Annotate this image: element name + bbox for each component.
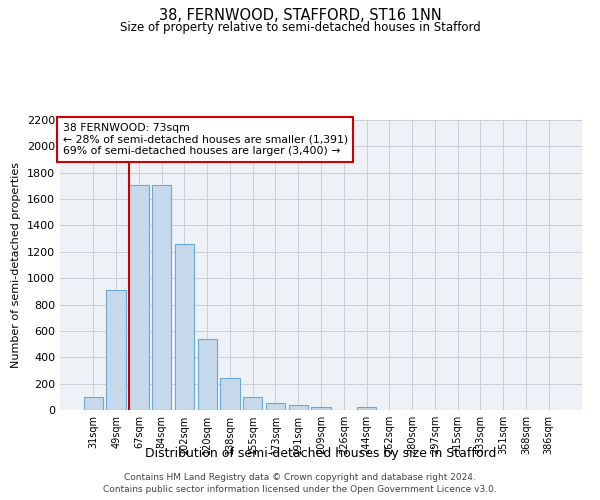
Bar [106,290,126,410]
Bar [175,244,194,410]
Bar [197,339,217,410]
Bar [243,397,262,410]
Bar [266,404,285,410]
Text: Contains public sector information licensed under the Open Government Licence v3: Contains public sector information licen… [103,485,497,494]
Text: 38 FERNWOOD: 73sqm
← 28% of semi-detached houses are smaller (1,391)
69% of semi: 38 FERNWOOD: 73sqm ← 28% of semi-detache… [62,123,348,156]
Bar [84,398,103,410]
Bar [311,406,331,410]
Text: 38, FERNWOOD, STAFFORD, ST16 1NN: 38, FERNWOOD, STAFFORD, ST16 1NN [158,8,442,22]
Bar [152,184,172,410]
Bar [289,406,308,410]
Bar [129,184,149,410]
Text: Distribution of semi-detached houses by size in Stafford: Distribution of semi-detached houses by … [145,448,497,460]
Bar [357,408,376,410]
Y-axis label: Number of semi-detached properties: Number of semi-detached properties [11,162,22,368]
Text: Size of property relative to semi-detached houses in Stafford: Size of property relative to semi-detach… [119,21,481,34]
Text: Contains HM Land Registry data © Crown copyright and database right 2024.: Contains HM Land Registry data © Crown c… [124,472,476,482]
Bar [220,378,239,410]
